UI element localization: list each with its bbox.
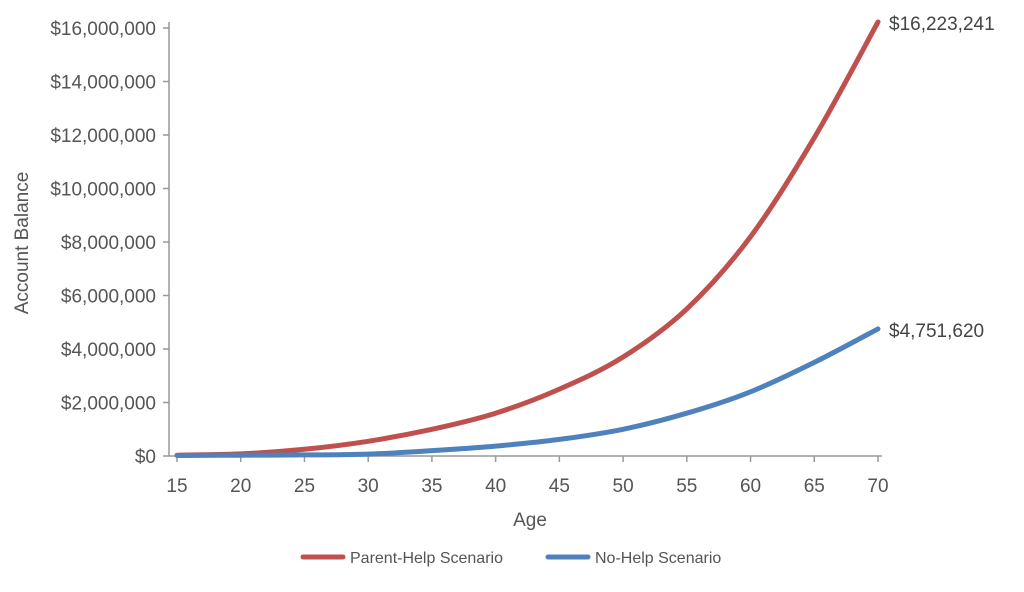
series-line-1 <box>174 326 881 458</box>
y-tick-label: $0 <box>135 447 156 468</box>
y-tick-label: $6,000,000 <box>61 287 156 308</box>
x-tick-label: 20 <box>230 476 251 497</box>
x-tick-label: 60 <box>740 476 761 497</box>
x-tick-label: 25 <box>294 476 315 497</box>
x-axis-title: Age <box>513 510 547 531</box>
y-tick-label: $12,000,000 <box>50 126 156 147</box>
x-tick-label: 15 <box>166 476 187 497</box>
y-tick-label: $8,000,000 <box>61 233 156 254</box>
x-tick-label: 35 <box>421 476 442 497</box>
y-tick-label: $2,000,000 <box>61 394 156 415</box>
x-tick-label: 55 <box>676 476 697 497</box>
y-tick-label: $4,000,000 <box>61 340 156 361</box>
legend-label: Parent-Help Scenario <box>350 550 503 567</box>
x-tick-label: 50 <box>613 476 634 497</box>
end-value-label: $4,751,620 <box>889 321 984 342</box>
x-tick-label: 70 <box>867 476 888 497</box>
x-tick-label: 30 <box>358 476 379 497</box>
legend-label: No-Help Scenario <box>595 550 721 567</box>
end-labels: $16,223,241 $4,751,620 <box>889 14 995 342</box>
y-axis-ticks: $0 $2,000,000 $4,000,000 $6,000,000 $8,000,0… <box>50 19 169 468</box>
series-layer <box>174 19 881 458</box>
y-axis-title: Account Balance <box>12 172 33 315</box>
y-tick-label: $10,000,000 <box>50 180 156 201</box>
legend: Parent-Help Scenario No-Help Scenario <box>300 550 721 567</box>
x-axis-ticks: 15 20 25 30 35 40 45 50 55 60 65 70 <box>166 456 889 497</box>
x-tick-label: 40 <box>485 476 506 497</box>
series-line-0 <box>174 19 881 458</box>
x-tick-label: 65 <box>804 476 825 497</box>
x-tick-label: 45 <box>549 476 570 497</box>
y-tick-label: $14,000,000 <box>50 73 156 94</box>
y-tick-label: $16,000,000 <box>50 19 156 40</box>
end-value-label: $16,223,241 <box>889 14 995 35</box>
